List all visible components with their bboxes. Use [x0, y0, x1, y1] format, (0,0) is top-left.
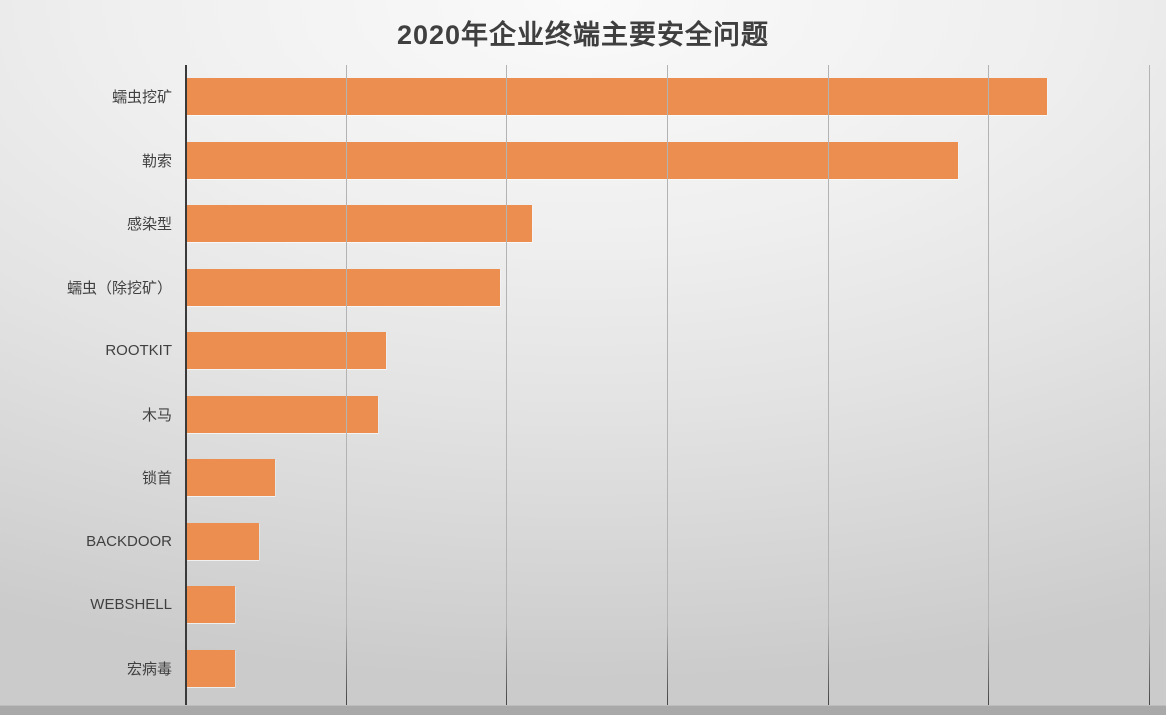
category-label: ROOTKIT [105, 342, 172, 360]
gridline [1149, 65, 1150, 700]
bar-row [187, 383, 1166, 447]
gridline [827, 65, 829, 700]
bar-row [187, 256, 1166, 320]
gridline [988, 65, 990, 700]
bar-row [187, 573, 1166, 637]
bar-row [187, 192, 1166, 256]
axis-tick [345, 700, 347, 708]
category-label: 蠕虫挖矿 [111, 89, 172, 107]
bar [187, 586, 236, 624]
bar-row [187, 65, 1166, 129]
bar [187, 649, 236, 687]
category-label: 木马 [141, 406, 172, 424]
category-label: 蠕虫（除挖矿） [66, 279, 172, 297]
bar-row [187, 319, 1166, 383]
category-label: 锁首 [141, 470, 172, 488]
bar [187, 459, 276, 497]
axis-tick [1149, 700, 1150, 708]
bar [187, 332, 387, 370]
category-label: WEBSHELL [90, 596, 172, 614]
bar-row [187, 129, 1166, 193]
bar [187, 205, 533, 243]
axis-tick [988, 700, 990, 708]
axis-tick [506, 700, 508, 708]
gridline [506, 65, 508, 700]
y-axis-line [185, 65, 187, 707]
gridline [345, 65, 347, 700]
axis-tick [667, 700, 668, 708]
bar-series [187, 65, 1166, 700]
bar [187, 395, 379, 433]
bar [187, 268, 501, 306]
gridline [667, 65, 668, 700]
category-label: BACKDOOR [86, 532, 172, 550]
category-axis: 蠕虫挖矿勒索感染型蠕虫（除挖矿） ROOTKIT 木马锁首 BACKDOOR WEBSH… [0, 65, 172, 700]
category-label: 感染型 [126, 216, 172, 234]
bar [187, 522, 260, 560]
bar-row [187, 637, 1166, 701]
category-label: 宏病毒 [126, 660, 172, 678]
bar-row [187, 446, 1166, 510]
axis-tick [827, 700, 829, 708]
bar-row [187, 510, 1166, 574]
bar [187, 141, 959, 179]
bar [187, 78, 1047, 116]
plot-area [185, 65, 1166, 708]
slide-bottom-edge [0, 705, 1166, 715]
chart-title: 2020年企业终端主要安全问题 [396, 20, 770, 50]
category-label: 勒索 [141, 152, 172, 170]
bar-chart: 蠕虫挖矿勒索感染型蠕虫（除挖矿） ROOTKIT 木马锁首 BACKDOOR WEBSH… [0, 65, 1166, 708]
